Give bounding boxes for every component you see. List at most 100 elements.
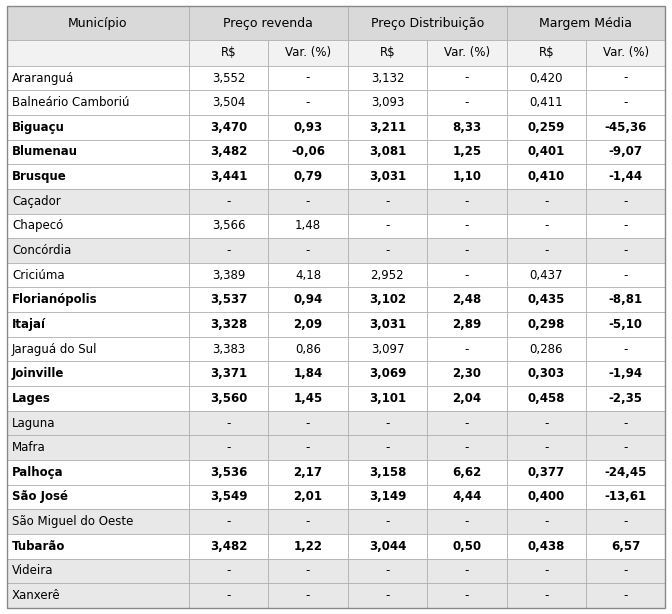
Bar [586,583,665,608]
Text: 2,89: 2,89 [452,318,481,331]
Bar [7,139,189,165]
Text: -0,06: -0,06 [291,146,325,158]
Text: -: - [624,195,628,208]
Text: 0,94: 0,94 [294,293,323,306]
Text: 2,30: 2,30 [452,367,481,380]
Bar [7,583,189,608]
Text: -: - [226,589,231,602]
Bar [586,214,665,238]
Text: Araranguá: Araranguá [12,71,75,85]
Bar [347,115,427,139]
Text: Preço Distribuição: Preço Distribuição [370,17,484,29]
Text: 3,482: 3,482 [210,540,247,553]
Bar [268,139,347,165]
Text: 0,411: 0,411 [530,96,563,109]
Text: -: - [544,195,548,208]
Text: 3,158: 3,158 [369,466,406,479]
Text: -: - [306,515,310,528]
Text: 3,371: 3,371 [210,367,247,380]
Bar [7,263,189,287]
Bar [7,336,189,362]
Bar [507,6,665,40]
Bar [507,411,586,435]
Text: -: - [464,416,469,430]
Bar [427,386,507,411]
Bar [7,165,189,189]
Text: Itajaí: Itajaí [12,318,46,331]
Bar [7,66,189,90]
Text: -: - [544,441,548,454]
Bar [347,263,427,287]
Text: 3,031: 3,031 [369,170,406,183]
Bar [189,362,268,386]
Bar [268,90,347,115]
Text: Tubarão: Tubarão [12,540,65,553]
Text: Xanxerê: Xanxerê [12,589,60,602]
Bar [7,362,189,386]
Bar [268,238,347,263]
Bar [507,189,586,214]
Text: -: - [464,589,469,602]
Text: -: - [464,343,469,356]
Text: -: - [464,515,469,528]
Text: -1,94: -1,94 [609,367,642,380]
Bar [427,362,507,386]
Bar [507,66,586,90]
Bar [427,411,507,435]
Bar [189,6,347,40]
Bar [507,509,586,534]
Bar [507,238,586,263]
Text: 0,410: 0,410 [528,170,565,183]
Bar [427,238,507,263]
Bar [189,484,268,509]
Text: 3,549: 3,549 [210,491,247,503]
Bar [268,40,347,66]
Bar [507,115,586,139]
Text: 3,102: 3,102 [369,293,406,306]
Bar [507,165,586,189]
Text: -: - [226,244,231,257]
Bar [427,583,507,608]
Bar [268,66,347,90]
Bar [189,165,268,189]
Text: 0,50: 0,50 [452,540,481,553]
Text: -: - [544,244,548,257]
Bar [7,460,189,484]
Bar [427,189,507,214]
Text: Blumenau: Blumenau [12,146,78,158]
Bar [427,287,507,312]
Text: 3,031: 3,031 [369,318,406,331]
Text: 2,01: 2,01 [294,491,323,503]
Text: -: - [226,515,231,528]
Text: 6,62: 6,62 [452,466,481,479]
Bar [268,386,347,411]
Bar [347,214,427,238]
Text: -: - [306,96,310,109]
Text: -: - [385,515,390,528]
Bar [586,287,665,312]
Text: 3,081: 3,081 [369,146,406,158]
Text: R$: R$ [221,46,237,60]
Text: 2,48: 2,48 [452,293,481,306]
Bar [586,534,665,559]
Bar [7,312,189,336]
Bar [268,534,347,559]
Text: 1,22: 1,22 [294,540,323,553]
Bar [586,263,665,287]
Text: -24,45: -24,45 [604,466,646,479]
Text: -: - [306,416,310,430]
Bar [268,214,347,238]
Bar [507,484,586,509]
Bar [189,189,268,214]
Bar [189,460,268,484]
Text: Palhoça: Palhoça [12,466,64,479]
Bar [347,411,427,435]
Text: -: - [385,219,390,232]
Bar [189,90,268,115]
Bar [427,460,507,484]
Text: Var. (%): Var. (%) [444,46,490,60]
Text: 3,482: 3,482 [210,146,247,158]
Bar [347,139,427,165]
Text: -1,44: -1,44 [609,170,642,183]
Text: 3,470: 3,470 [210,121,247,134]
